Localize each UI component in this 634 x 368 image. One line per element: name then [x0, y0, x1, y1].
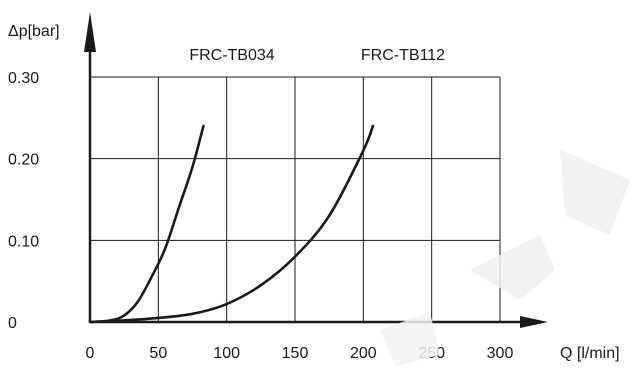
y-axis-arrow — [84, 12, 96, 52]
x-tick-label: 0 — [86, 345, 95, 362]
y-tick-label: 0.30 — [8, 70, 39, 87]
x-axis-label: Q [l/min] — [560, 345, 620, 362]
y-tick-label: 0.20 — [8, 152, 39, 169]
x-tick-label: 150 — [282, 345, 309, 362]
series-label-frc-tb112: FRC-TB112 — [361, 47, 445, 64]
curves — [88, 124, 375, 324]
tick-labels: 0 50 100 150 200 250 300 0 0.10 0.20 0.30 — [8, 70, 513, 362]
x-tick-label: 200 — [350, 345, 377, 362]
axis-titles: Δp[bar] Q [l/min] — [8, 23, 620, 362]
grid — [90, 76, 501, 322]
y-tick-label: 0 — [8, 315, 17, 332]
x-tick-label: 300 — [487, 345, 514, 362]
series-line-frc-tb112 — [88, 124, 375, 324]
series-label-frc-tb034: FRC-TB034 — [189, 47, 274, 64]
x-tick-label: 250 — [418, 345, 445, 362]
x-axis-arrow — [520, 316, 548, 328]
x-tick-label: 100 — [213, 345, 240, 362]
series-labels: FRC-TB034 FRC-TB112 — [189, 47, 445, 64]
y-axis-label: Δp[bar] — [8, 23, 60, 40]
y-tick-label: 0.10 — [8, 233, 39, 250]
series-line-frc-tb034 — [88, 124, 205, 324]
axes — [84, 12, 548, 328]
x-tick-label: 50 — [149, 345, 167, 362]
